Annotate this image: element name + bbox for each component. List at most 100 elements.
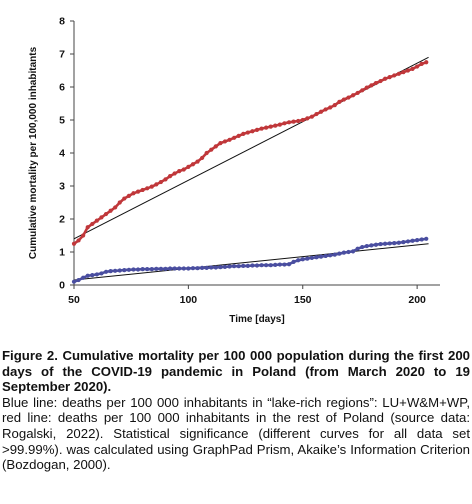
data-point xyxy=(117,200,122,205)
data-point xyxy=(81,275,86,280)
data-point xyxy=(350,93,356,98)
data-point xyxy=(85,225,90,230)
data-point xyxy=(71,241,77,246)
data-point xyxy=(204,150,209,156)
data-point xyxy=(195,266,200,271)
data-point xyxy=(200,155,205,161)
data-point xyxy=(373,242,379,247)
data-point xyxy=(200,265,205,270)
data-point xyxy=(378,241,383,247)
data-point xyxy=(131,267,136,272)
data-point xyxy=(286,120,292,125)
data-point xyxy=(236,133,241,138)
data-point xyxy=(318,109,324,114)
data-point xyxy=(154,266,159,271)
data-point xyxy=(291,259,296,264)
data-point xyxy=(296,118,301,124)
data-point xyxy=(145,267,150,272)
mortality-chart: 0 1 2 3 4 5 6 7 8 50 100 150 200 Time [days] Cumulat… xyxy=(28,16,440,325)
data-point xyxy=(222,139,228,144)
data-point xyxy=(163,266,168,271)
figure-caption: Figure 2. Cumulative mortality per 100 0… xyxy=(0,348,472,473)
data-point xyxy=(415,64,420,69)
data-point xyxy=(415,238,420,243)
data-point xyxy=(94,218,99,223)
data-point xyxy=(296,258,301,263)
data-point xyxy=(309,114,314,119)
data-point xyxy=(236,264,241,269)
data-point xyxy=(305,256,310,261)
data-point xyxy=(364,243,369,249)
caption-title: Figure 2. Cumulative mortality per 100 0… xyxy=(2,348,470,395)
y-tick-label: 5 xyxy=(59,115,65,127)
data-point xyxy=(108,208,113,213)
data-point xyxy=(172,266,177,271)
data-point xyxy=(227,264,232,269)
data-point xyxy=(245,263,250,268)
data-point xyxy=(85,273,90,278)
data-point xyxy=(387,241,392,246)
data-point xyxy=(90,273,95,278)
data-point xyxy=(122,268,127,273)
y-tick-label: 8 xyxy=(59,16,65,28)
data-point xyxy=(232,135,237,140)
data-point xyxy=(277,122,282,127)
data-point xyxy=(135,267,141,272)
data-point xyxy=(387,75,392,80)
data-point xyxy=(419,237,424,242)
data-point xyxy=(113,268,118,273)
data-point xyxy=(177,266,182,271)
y-tick-label: 0 xyxy=(59,280,65,292)
data-point xyxy=(273,262,278,267)
data-point xyxy=(300,257,305,262)
data-point xyxy=(232,264,237,269)
data-point xyxy=(369,83,374,88)
data-point xyxy=(410,238,415,243)
data-point xyxy=(419,61,424,66)
data-point xyxy=(282,262,287,267)
data-point xyxy=(392,240,397,246)
data-point xyxy=(291,119,296,124)
data-point xyxy=(122,196,127,201)
data-point xyxy=(204,265,209,270)
data-point xyxy=(378,78,383,84)
data-point xyxy=(401,70,406,75)
data-point xyxy=(172,171,177,176)
data-point xyxy=(401,240,406,245)
data-point xyxy=(177,169,182,174)
data-point xyxy=(410,66,415,71)
data-point xyxy=(346,95,351,100)
data-point xyxy=(337,99,342,104)
data-point xyxy=(405,239,411,244)
data-point xyxy=(337,251,342,256)
data-point xyxy=(145,186,150,191)
x-tick-label: 100 xyxy=(180,294,198,306)
data-point xyxy=(117,268,122,273)
data-point xyxy=(213,144,218,149)
data-point xyxy=(149,267,154,272)
data-point xyxy=(158,266,164,271)
data-point xyxy=(126,193,131,198)
data-point xyxy=(135,189,141,194)
data-point xyxy=(383,76,388,81)
data-point xyxy=(190,266,196,271)
data-point xyxy=(250,263,255,268)
data-point xyxy=(140,187,145,193)
data-series xyxy=(71,60,429,284)
data-point xyxy=(81,233,86,238)
data-point xyxy=(277,262,282,267)
data-point xyxy=(323,253,328,259)
y-tick-label: 6 xyxy=(59,82,65,94)
data-point xyxy=(113,205,118,210)
data-point xyxy=(355,246,360,251)
x-tick-label: 50 xyxy=(68,294,80,306)
data-point xyxy=(245,130,250,135)
data-point xyxy=(355,90,360,96)
data-point xyxy=(195,159,200,164)
x-tick-label: 150 xyxy=(294,294,312,306)
data-point xyxy=(76,277,81,283)
data-point xyxy=(424,236,429,241)
data-point xyxy=(209,147,214,152)
data-point xyxy=(181,266,186,271)
data-point xyxy=(364,85,369,90)
